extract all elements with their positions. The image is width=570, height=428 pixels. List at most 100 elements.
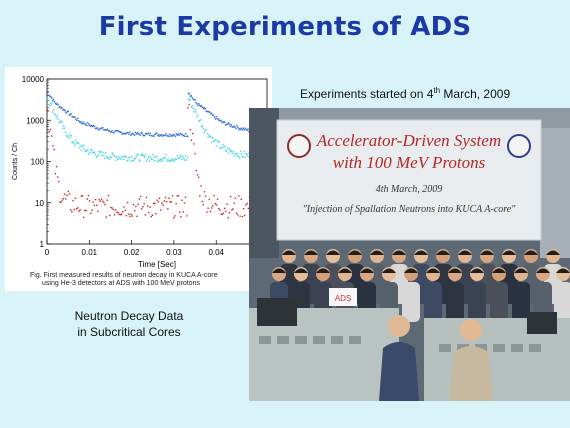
data-point [163,157,165,159]
data-point [220,120,222,122]
data-point [226,147,229,150]
data-point [72,116,74,118]
data-point [151,214,154,216]
data-point [65,198,67,200]
data-point [228,212,231,214]
data-point [87,124,89,127]
data-point [74,116,76,118]
data-point [232,126,234,128]
data-point [136,153,138,155]
data-point [127,160,129,162]
data-point [63,109,66,112]
data-point [97,154,99,156]
data-point [116,156,118,158]
data-point [232,150,234,153]
data-point [138,133,140,135]
data-point [156,155,158,158]
data-point [61,106,63,109]
data-point [47,91,49,94]
data-point [76,142,78,144]
data-point [202,108,205,110]
data-point [225,124,227,126]
data-point [192,107,194,110]
data-point [161,135,164,137]
x-tick-label: 0 [45,248,50,257]
data-point [183,202,186,204]
data-point [82,121,84,123]
data-point [145,160,148,163]
data-point [77,207,79,209]
data-point [86,122,88,124]
data-point [215,116,218,118]
data-point [46,98,48,101]
banner-logo-left [287,134,311,158]
data-point [103,201,105,204]
data-point [245,153,247,155]
data-point [50,103,53,105]
data-point [198,104,201,106]
data-point [222,144,224,146]
data-point [55,103,58,106]
data-point [195,169,197,172]
data-point [196,116,198,119]
data-point [169,200,171,203]
data-point [73,116,75,118]
data-point [206,110,208,113]
data-point [142,134,144,136]
data-point [140,154,142,156]
front-person-right [449,319,493,401]
data-point [141,132,143,134]
data-point [129,157,131,159]
data-point [77,143,80,145]
data-point [102,151,104,154]
data-point [206,133,208,135]
caption-line-2: using He-3 detectors at ADS with 100 MeV… [42,280,200,287]
data-point [92,201,94,203]
data-point [246,202,248,205]
data-point [215,203,218,206]
data-point [118,213,120,216]
data-point [142,206,144,208]
banner-logo-right [507,134,531,158]
data-point [109,156,111,158]
data-point [69,136,71,138]
data-point [170,160,172,162]
data-point [176,155,179,157]
data-point [59,105,61,108]
data-point [132,204,135,206]
data-point [244,214,246,217]
data-point [116,211,118,214]
data-point [214,202,216,205]
data-point [159,158,162,160]
data-point [113,155,115,157]
data-point [58,106,60,109]
data-point [68,193,71,195]
data-point [68,114,71,116]
data-point [124,209,126,212]
data-point [54,114,57,116]
data-point [70,112,72,115]
data-point [123,206,125,208]
data-point [236,125,238,127]
data-point [136,215,138,218]
data-point [202,203,205,206]
data-point [217,118,219,120]
data-point [245,128,247,131]
data-point [79,209,81,211]
data-point [178,134,180,137]
data-point [213,116,216,118]
series-3 [46,103,267,219]
data-point [131,215,133,217]
data-point [171,134,173,136]
data-point [135,155,138,158]
data-point [146,158,149,160]
data-point [105,216,107,218]
data-point [74,197,77,199]
data-point [180,156,182,158]
data-point [221,121,223,123]
data-point [75,118,77,120]
data-point [75,208,78,210]
data-point [192,98,194,100]
data-point [175,158,178,161]
data-point [221,147,223,149]
